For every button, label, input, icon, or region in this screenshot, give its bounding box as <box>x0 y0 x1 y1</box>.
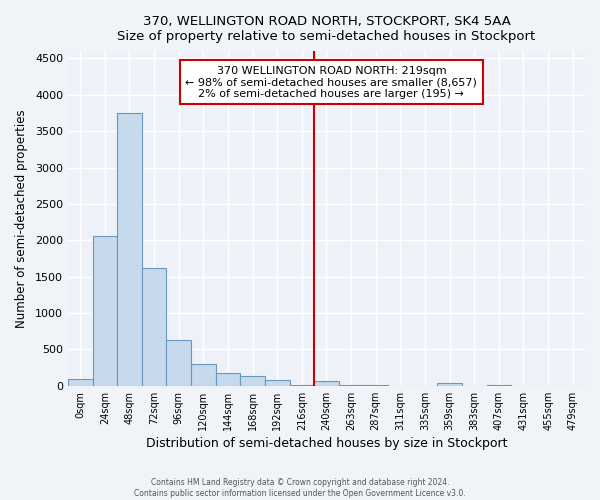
Bar <box>92 236 117 386</box>
Bar <box>265 380 290 386</box>
Bar <box>314 382 339 386</box>
Bar <box>215 373 240 386</box>
Bar <box>339 385 364 386</box>
Bar <box>437 383 462 386</box>
Bar <box>117 113 142 386</box>
Bar <box>166 340 191 386</box>
Bar <box>68 378 92 386</box>
Bar <box>142 268 166 386</box>
Text: 370 WELLINGTON ROAD NORTH: 219sqm
← 98% of semi-detached houses are smaller (8,6: 370 WELLINGTON ROAD NORTH: 219sqm ← 98% … <box>185 66 478 99</box>
Bar <box>191 364 215 386</box>
Title: 370, WELLINGTON ROAD NORTH, STOCKPORT, SK4 5AA
Size of property relative to semi: 370, WELLINGTON ROAD NORTH, STOCKPORT, S… <box>118 15 536 43</box>
Bar <box>240 376 265 386</box>
Text: Contains HM Land Registry data © Crown copyright and database right 2024.
Contai: Contains HM Land Registry data © Crown c… <box>134 478 466 498</box>
X-axis label: Distribution of semi-detached houses by size in Stockport: Distribution of semi-detached houses by … <box>146 437 507 450</box>
Y-axis label: Number of semi-detached properties: Number of semi-detached properties <box>15 109 28 328</box>
